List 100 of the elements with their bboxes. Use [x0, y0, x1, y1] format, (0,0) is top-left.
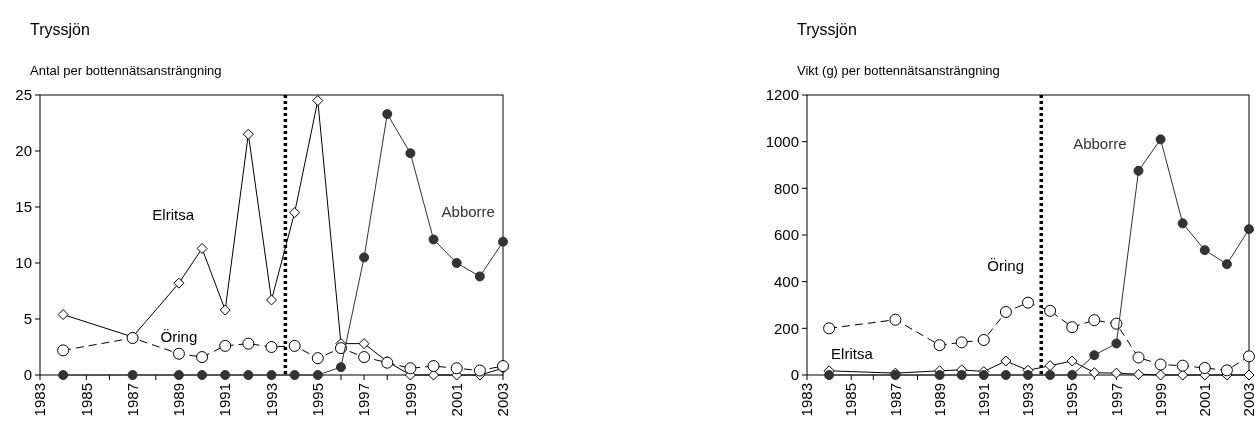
- point: [219, 339, 232, 352]
- x-tick-label: 1997: [1107, 383, 1125, 417]
- point: [1243, 350, 1255, 363]
- point: [58, 370, 69, 380]
- x-tick-label: 1999: [1151, 383, 1169, 417]
- point: [1243, 369, 1255, 381]
- point: [999, 306, 1012, 318]
- point: [427, 360, 440, 373]
- x-tick-label: 1985: [842, 383, 860, 417]
- point: [1022, 296, 1034, 309]
- series-label: Abborre: [1073, 134, 1127, 152]
- x-tick-label: 1985: [77, 383, 95, 417]
- point: [334, 342, 347, 355]
- point: [823, 322, 836, 335]
- point: [242, 128, 254, 140]
- point: [1155, 134, 1166, 145]
- point: [1088, 314, 1101, 327]
- point: [219, 304, 231, 316]
- x-tick-label: 1997: [355, 383, 373, 417]
- point: [266, 294, 277, 306]
- point: [1000, 370, 1011, 380]
- point: [265, 341, 278, 353]
- point: [956, 370, 967, 380]
- series-label: Öring: [987, 256, 1024, 274]
- point: [1044, 304, 1057, 317]
- point: [405, 148, 416, 159]
- x-tick-label: 2001: [447, 383, 465, 417]
- point: [1133, 368, 1144, 380]
- point: [196, 351, 209, 364]
- point: [127, 370, 138, 380]
- point: [1066, 321, 1079, 334]
- x-tick-label: 1999: [401, 383, 419, 417]
- point: [57, 309, 69, 321]
- y-tick-label: 15: [15, 198, 32, 216]
- y-tick-label: 1200: [765, 86, 799, 104]
- series-label: Elritsa: [831, 344, 874, 362]
- y-axis-title: Antal per bottennätsansträngning: [30, 63, 222, 78]
- x-tick-label: 2001: [1196, 383, 1214, 417]
- x-tick-label: 1993: [262, 383, 280, 417]
- point: [1220, 364, 1233, 377]
- point: [358, 351, 371, 364]
- chart-title: Tryssjön: [797, 21, 857, 38]
- point: [359, 252, 370, 263]
- x-tick-label: 1987: [886, 383, 904, 417]
- point: [1000, 355, 1012, 367]
- point: [428, 234, 439, 245]
- point: [173, 370, 184, 380]
- point: [404, 362, 417, 375]
- point: [242, 337, 255, 350]
- series-label: Öring: [160, 327, 198, 345]
- point: [172, 347, 185, 360]
- y-axis-title: Vikt (g) per bottennätsansträngning: [797, 63, 1000, 78]
- point: [474, 271, 485, 282]
- point: [473, 364, 486, 377]
- point: [978, 370, 989, 380]
- point: [1088, 367, 1100, 379]
- point: [1111, 338, 1122, 349]
- point: [1155, 369, 1167, 381]
- y-tick-label: 400: [773, 272, 799, 290]
- point: [1176, 359, 1189, 372]
- point: [977, 334, 990, 346]
- point: [498, 236, 508, 247]
- point: [1066, 355, 1078, 367]
- chart-title: Tryssjön: [30, 21, 90, 38]
- point: [358, 338, 370, 350]
- x-tick-label: 1983: [31, 383, 49, 417]
- point: [197, 370, 208, 380]
- y-tick-label: 200: [773, 319, 799, 337]
- x-tick-label: 1991: [975, 383, 993, 417]
- point: [1132, 351, 1145, 364]
- x-tick-label: 1983: [798, 383, 816, 417]
- point: [824, 370, 835, 380]
- x-tick-label: 1995: [1063, 383, 1081, 417]
- y-tick-label: 5: [23, 310, 32, 328]
- point: [1133, 165, 1144, 176]
- series-label: Abborre: [441, 203, 495, 221]
- point: [955, 336, 968, 349]
- point: [1199, 245, 1210, 256]
- point: [312, 370, 323, 380]
- point: [220, 370, 231, 380]
- point: [1067, 370, 1078, 380]
- point: [288, 339, 301, 352]
- point: [266, 370, 277, 380]
- y-tick-label: 1000: [765, 132, 799, 150]
- point: [1177, 218, 1188, 229]
- point: [243, 370, 254, 380]
- point: [1045, 370, 1056, 380]
- point: [933, 339, 946, 352]
- y-tick-label: 600: [773, 226, 799, 244]
- point: [382, 109, 393, 120]
- point: [173, 277, 185, 289]
- point: [451, 258, 462, 268]
- point: [1244, 224, 1254, 235]
- y-tick-label: 25: [15, 86, 32, 104]
- point: [196, 242, 208, 254]
- point: [335, 362, 346, 373]
- y-tick-label: 0: [23, 366, 32, 384]
- point: [1023, 370, 1033, 380]
- point: [312, 95, 324, 107]
- x-tick-label: 1995: [309, 383, 327, 417]
